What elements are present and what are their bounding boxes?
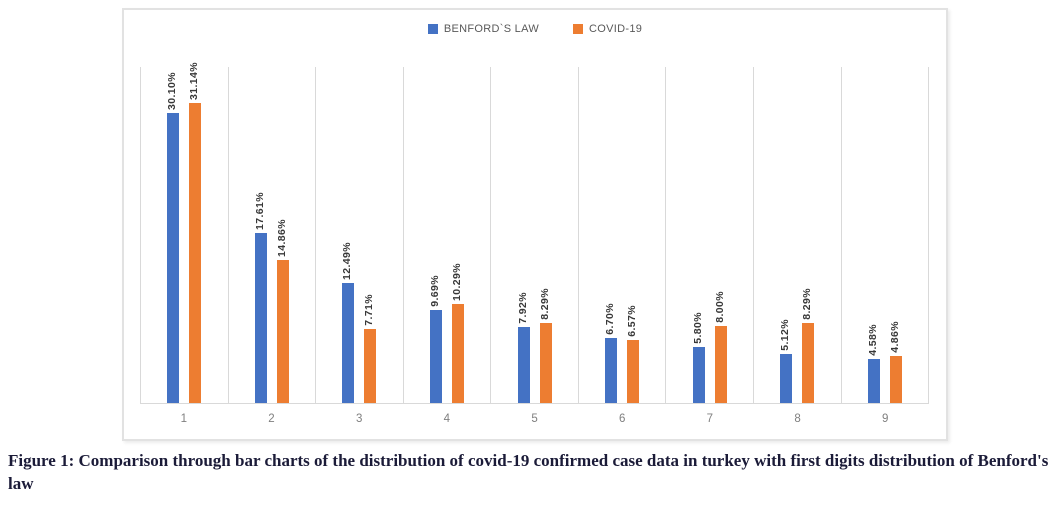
x-tick-label: 9 [882,413,889,425]
bar-slot-benford: 7.92% [516,67,530,403]
bar-covid [276,260,289,403]
bar-benford [429,310,442,403]
x-tick-label: 5 [531,413,538,425]
bar-label-covid: 8.00% [713,291,726,323]
x-tick-label: 7 [706,413,714,425]
bar-pair: 9.69% 10.29% [428,67,464,403]
bar-label-benford: 5.12% [779,319,792,351]
bar-covid [627,340,640,403]
x-tick-label: 1 [180,413,188,425]
bar-benford [867,359,880,403]
bar-pair: 6.70% 6.57% [604,67,640,403]
bar-slot-covid: 7.71% [363,67,377,403]
category-group-8: 5.12% 8.29% [752,67,841,403]
bar-label-covid: 7.71% [363,294,376,326]
bar-label-covid: 31.14% [188,61,201,100]
bar-label-benford: 7.92% [516,292,529,324]
category-group-3: 12.49% 7.71% [315,67,403,403]
legend-swatch-benford-icon [427,24,438,34]
bar-slot-benford: 4.58% [866,67,880,403]
bar-slot-benford: 17.61% [253,67,267,403]
bar-benford [167,113,180,403]
bar-slot-benford: 9.69% [428,67,442,403]
bar-slot-covid: 4.86% [888,67,902,403]
bar-label-benford: 4.58% [866,324,879,356]
bar-label-benford: 9.69% [428,275,441,307]
bar-pair: 5.12% 8.29% [779,67,815,403]
bar-label-covid: 4.86% [888,321,901,353]
bar-label-covid: 8.29% [801,288,814,320]
bar-label-benford: 5.80% [691,312,704,344]
bar-label-covid: 10.29% [450,262,463,301]
bar-slot-benford: 5.80% [691,67,705,403]
plot-area: 30.10% 31.14% 17.61% 14.86% 12.49% 7.71% 9.69%… [140,62,930,404]
bar-benford [342,283,355,403]
bar-covid [802,323,815,403]
legend-label-benford: BENFORD`S LAW [443,23,540,35]
bar-slot-benford: 5.12% [779,67,793,403]
category-group-1: 30.10% 31.14% [140,62,228,403]
bar-label-benford: 12.49% [341,241,354,280]
bar-benford [780,354,793,403]
bar-slot-covid: 8.00% [713,67,727,403]
x-tick-label: 4 [443,413,451,425]
category-group-5: 7.92% 8.29% [490,67,578,403]
legend-swatch-covid-icon [573,24,584,34]
category-group-6: 6.70% 6.57% [577,67,666,403]
bar-benford [692,347,705,403]
legend-label-covid: COVID-19 [589,23,643,35]
bar-pair: 7.92% 8.29% [516,67,552,403]
bar-benford [517,327,530,403]
bar-pair: 12.49% 7.71% [341,67,377,403]
bar-covid [364,329,377,403]
category-group-9: 4.58% 4.86% [840,67,930,403]
bar-covid [714,326,727,403]
bar-slot-covid: 14.86% [275,67,289,403]
chart-container: BENFORD`S LAW COVID-19 30.10% 31.14% 17.61… [122,8,948,441]
bar-covid [889,356,902,403]
bar-covid [539,323,552,403]
x-tick-label: 3 [355,413,363,425]
bar-pair: 4.58% 4.86% [866,67,902,403]
figure-caption: Figure 1: Comparison through bar charts … [8,451,1049,494]
x-axis: 1 2 3 4 5 6 7 8 9 [140,404,929,434]
category-group-4: 9.69% 10.29% [402,67,491,403]
bar-slot-covid: 6.57% [626,67,640,403]
bar-slot-covid: 31.14% [188,62,202,403]
bar-label-covid: 14.86% [275,218,288,257]
bar-pair: 17.61% 14.86% [253,67,289,403]
bar-label-benford: 17.61% [253,191,266,230]
bar-slot-covid: 8.29% [538,67,552,403]
bar-benford [605,338,618,403]
legend-item-covid: COVID-19 [573,23,642,35]
x-tick-label: 2 [268,413,275,425]
bar-label-benford: 6.70% [604,303,617,335]
bar-label-benford: 30.10% [166,71,179,110]
bar-slot-covid: 10.29% [450,67,464,403]
x-tick-label: 6 [618,413,626,425]
bar-pair: 5.80% 8.00% [691,67,727,403]
category-group-2: 17.61% 14.86% [227,67,316,403]
bar-slot-benford: 12.49% [341,67,355,403]
bar-pair: 30.10% 31.14% [166,62,202,403]
bar-covid [189,103,202,403]
bar-label-covid: 6.57% [626,305,639,337]
bar-covid [451,304,464,403]
bar-benford [254,233,267,403]
category-group-7: 5.80% 8.00% [665,67,753,403]
bar-slot-benford: 6.70% [604,67,618,403]
bar-slot-covid: 8.29% [801,67,815,403]
bar-slot-benford: 30.10% [166,67,180,403]
legend-item-benford: BENFORD`S LAW [427,23,540,35]
chart-legend: BENFORD`S LAW COVID-19 [124,23,946,35]
bar-label-covid: 8.29% [538,288,551,320]
x-tick-label: 8 [794,413,801,425]
